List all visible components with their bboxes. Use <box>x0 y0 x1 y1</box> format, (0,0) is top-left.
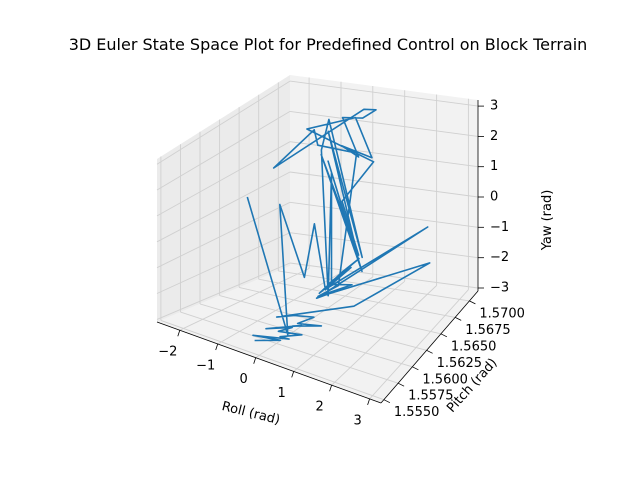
axes-ticks: −2−101231.55501.55751.56001.56251.56501.… <box>158 99 525 429</box>
series-group <box>246 108 431 342</box>
gridline-y-floor <box>160 319 385 401</box>
gridline-z-back <box>289 110 479 137</box>
gridline-y-floor <box>180 311 399 384</box>
x-tick-mark <box>367 398 370 406</box>
series-line-0 <box>246 108 431 342</box>
y-tick-mark <box>455 317 462 321</box>
pane-left <box>157 75 290 322</box>
x-tick-mark <box>177 330 181 337</box>
x-tick-mark <box>253 357 257 364</box>
x-tick-mark <box>329 385 332 392</box>
gridline-z-side <box>156 171 291 243</box>
y-tick-label: 1.5575 <box>408 389 454 404</box>
y-tick-mark <box>426 349 433 354</box>
x-axis-line <box>156 321 382 404</box>
y-tick-mark <box>412 366 419 371</box>
gridline-z-back <box>289 171 479 198</box>
gridline-z-side <box>156 80 291 165</box>
gridline-y-floor <box>238 286 442 335</box>
y-tick-label: 1.5625 <box>437 356 483 371</box>
gridline-y-floor <box>258 278 456 318</box>
y-tick-mark <box>383 399 391 404</box>
y-tick-mark <box>440 333 448 338</box>
gridline-z-side <box>156 201 291 269</box>
x-tick-label: −1 <box>196 359 215 374</box>
gridline-z-side <box>156 111 291 191</box>
y-tick-label: 1.5600 <box>422 372 468 387</box>
gridline-z-back <box>289 232 479 259</box>
gridline-x-floor <box>369 289 469 400</box>
z-tick-label: 3 <box>490 99 498 114</box>
x-tick-label: 3 <box>353 413 361 428</box>
z-tick-label: 2 <box>490 129 498 144</box>
y-tick-mark <box>469 300 476 305</box>
y-tick-label: 1.5550 <box>394 405 440 420</box>
axes-grid <box>156 77 479 401</box>
x-tick-label: 2 <box>315 400 323 415</box>
gridline-y-floor <box>199 303 413 368</box>
y-tick-label: 1.5675 <box>465 323 511 338</box>
y-tick-label: 1.5700 <box>479 306 525 321</box>
gridline-z-side <box>156 262 291 320</box>
axes-lines <box>156 100 479 404</box>
z-tick-label: −2 <box>490 250 509 265</box>
axes-panes <box>157 75 478 403</box>
y-tick-mark <box>397 382 405 387</box>
x-tick-mark <box>291 371 295 378</box>
gridline-y-floor <box>219 295 427 351</box>
z-tick-label: 1 <box>490 159 498 174</box>
gridline-y-floor <box>278 270 470 302</box>
gridline-z-back <box>289 80 479 107</box>
y-tick-label: 1.5650 <box>451 339 497 354</box>
gridline-x-floor <box>293 280 405 372</box>
x-axis-label: Roll (rad) <box>220 399 281 428</box>
x-tick-mark <box>215 343 219 351</box>
x-tick-label: −2 <box>158 345 177 360</box>
z-tick-label: −3 <box>490 281 509 296</box>
z-tick-label: −1 <box>490 220 509 235</box>
x-tick-label: 1 <box>278 386 286 401</box>
gridline-z-side <box>156 232 291 294</box>
gridline-x-floor <box>331 285 437 386</box>
y-axis-line <box>380 290 479 404</box>
chart-title: 3D Euler State Space Plot for Predefined… <box>69 35 588 54</box>
z-axis-label: Yaw (rad) <box>540 190 555 252</box>
gridline-z-back <box>289 201 479 228</box>
gridline-z-side <box>156 141 291 217</box>
x-tick-label: 0 <box>240 372 248 387</box>
pane-back <box>290 75 478 291</box>
z-tick-label: 0 <box>490 190 498 205</box>
gridline-x-floor <box>179 268 310 331</box>
